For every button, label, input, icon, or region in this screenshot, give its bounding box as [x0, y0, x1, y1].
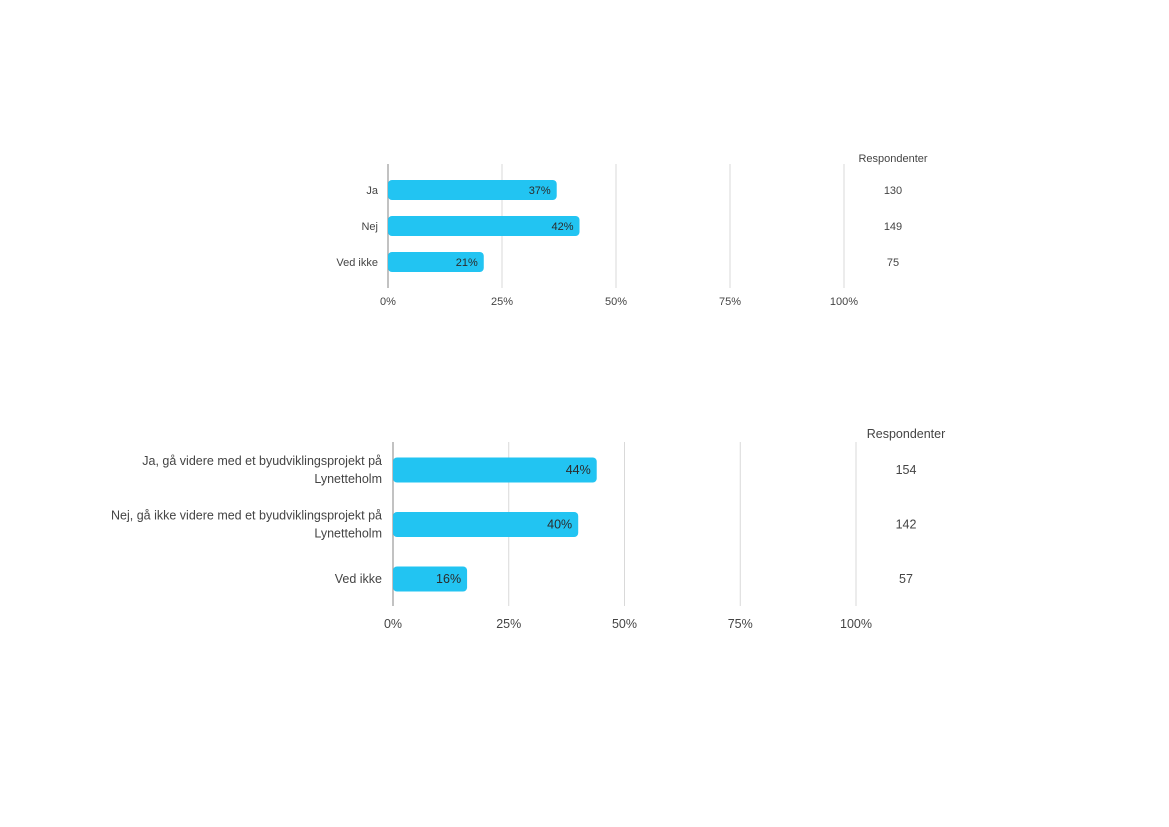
bar-value-label: 16%: [436, 572, 461, 586]
x-tick-label: 0%: [380, 296, 396, 308]
respondents-header: Respondenter: [867, 427, 946, 441]
bar: [393, 566, 468, 592]
category-label: Ved ikke: [336, 257, 378, 269]
category-label: Lynetteholm: [314, 472, 382, 486]
x-tick-label: 100%: [830, 296, 858, 308]
category-label: Ja, gå videre med et byudviklingsprojekt…: [142, 454, 382, 468]
respondents-value: 57: [899, 572, 913, 586]
category-label: Nej, gå ikke videre med et byudviklingsp…: [111, 509, 382, 523]
x-tick-label: 25%: [496, 617, 521, 631]
category-label: Nej: [361, 221, 378, 233]
bar: [388, 252, 484, 272]
category-label: Ved ikke: [335, 572, 382, 586]
bar-value-label: 42%: [551, 221, 573, 233]
category-label: Lynetteholm: [314, 527, 382, 541]
x-tick-label: 100%: [840, 617, 872, 631]
x-tick-label: 25%: [491, 296, 513, 308]
respondents-value: 75: [887, 257, 899, 269]
respondents-value: 149: [884, 221, 902, 233]
bar: [393, 457, 597, 483]
x-tick-label: 75%: [728, 617, 753, 631]
respondents-header: Respondenter: [858, 153, 927, 165]
x-tick-label: 75%: [719, 296, 741, 308]
category-label: Ja: [366, 185, 379, 197]
bar-value-label: 21%: [456, 257, 478, 269]
x-tick-label: 50%: [605, 296, 627, 308]
bar: [388, 180, 557, 200]
bar: [388, 216, 580, 236]
bar-value-label: 40%: [547, 518, 572, 532]
x-tick-label: 50%: [612, 617, 637, 631]
respondents-value: 142: [896, 518, 917, 532]
bar-value-label: 44%: [566, 463, 591, 477]
bar: [393, 512, 579, 537]
respondents-value: 130: [884, 185, 902, 197]
bar-value-label: 37%: [529, 185, 551, 197]
respondents-value: 154: [896, 463, 917, 477]
x-tick-label: 0%: [384, 617, 402, 631]
